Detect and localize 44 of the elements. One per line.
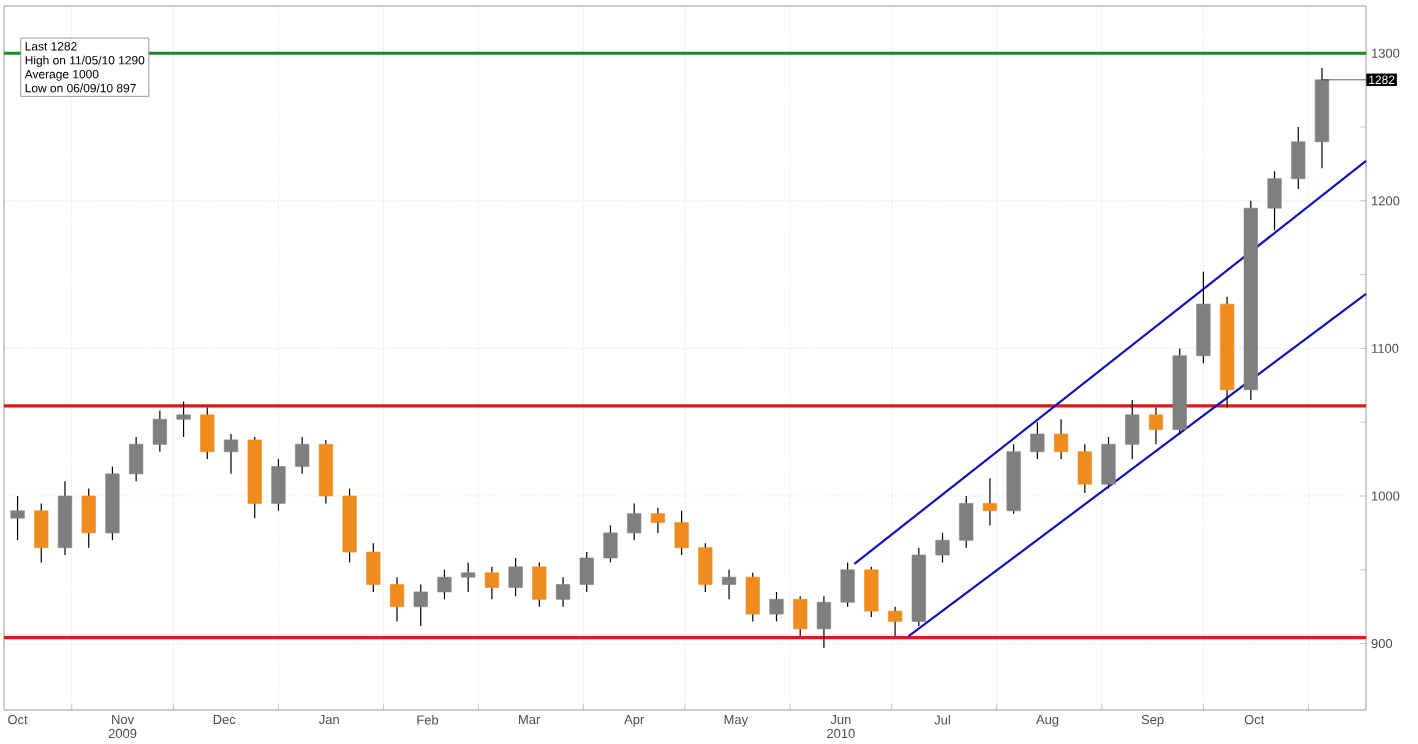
candlestick: [627, 502, 642, 541]
candlestick: [745, 572, 760, 623]
candlestick: [413, 583, 428, 627]
candlestick: [34, 502, 49, 564]
candlestick: [959, 495, 974, 549]
candlestick: [1077, 443, 1092, 494]
candlestick: [1030, 421, 1045, 460]
candlestick: [650, 507, 665, 534]
candlestick: [10, 495, 25, 541]
candlestick: [271, 458, 286, 512]
candlestick: [603, 524, 618, 564]
candlestick: [793, 595, 808, 637]
candlestick: [389, 576, 405, 623]
candlestick: [295, 436, 310, 475]
candlestick: [769, 591, 784, 623]
candlestick: [484, 566, 499, 600]
candlestick: [1267, 170, 1282, 231]
candlestick: [461, 561, 476, 593]
candlestick: [721, 569, 737, 600]
candlestick: [1148, 406, 1164, 445]
candlestick: [674, 510, 689, 556]
candlestick: [887, 606, 903, 637]
candlestick: [935, 532, 950, 564]
candlestick: [982, 477, 998, 527]
candlestick: [1054, 418, 1069, 460]
candlestick: [200, 406, 215, 460]
candlestick: [816, 595, 831, 649]
candlestick: [579, 551, 594, 593]
candlestick: [152, 409, 167, 453]
candlestick: [555, 576, 571, 608]
candlestick: [176, 400, 191, 438]
candlestick: [864, 566, 879, 618]
candlestick: [1291, 126, 1306, 190]
candlestick: [508, 557, 523, 597]
candlestick: [81, 488, 96, 549]
candlestick: [840, 561, 855, 608]
candlestick: [366, 542, 381, 593]
candlestick: [223, 433, 239, 475]
candlestick: [1101, 436, 1116, 490]
candlestick: [437, 569, 452, 600]
candlestick: [698, 542, 713, 593]
candlestick: [532, 561, 547, 608]
candlestick: [1125, 399, 1140, 460]
candlestick: [129, 436, 144, 482]
